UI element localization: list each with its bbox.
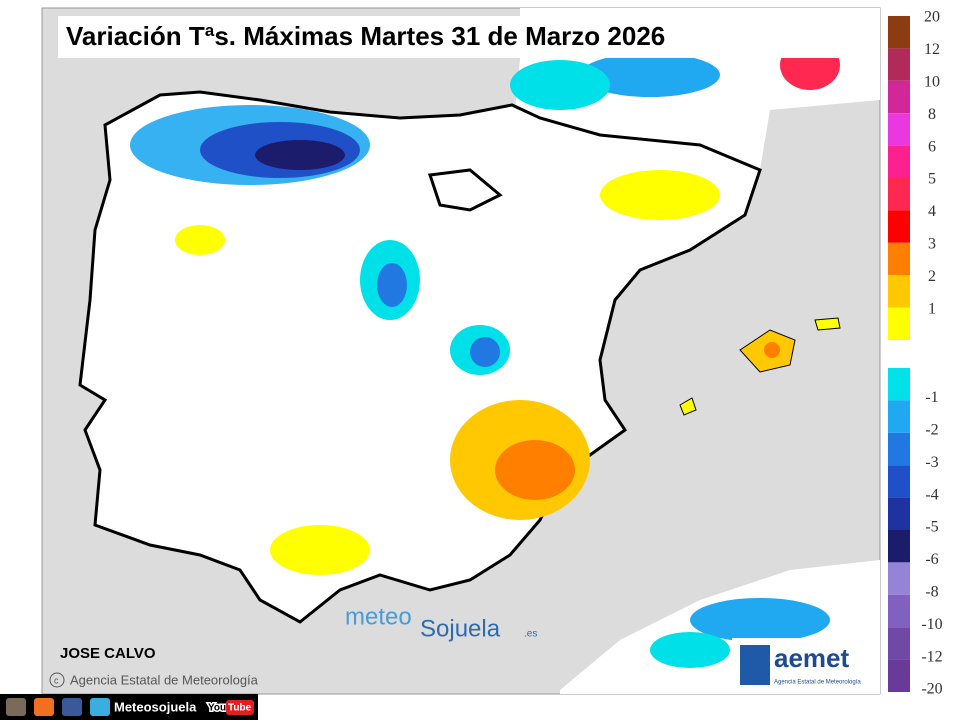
legend-swatch [888, 400, 910, 433]
legend-label: 6 [928, 138, 936, 155]
aemet-icon [740, 645, 770, 685]
legend-label: -4 [925, 486, 938, 503]
legend-swatch [888, 627, 910, 660]
legend-swatch [888, 432, 910, 466]
warm-area [175, 225, 225, 255]
menorca [814, 317, 841, 331]
legend-label: -1 [925, 389, 938, 406]
legend-label: 10 [924, 73, 940, 90]
legend-label: -3 [925, 454, 938, 471]
title-box [58, 16, 870, 58]
cold-area [510, 60, 610, 110]
legend-swatch [888, 562, 910, 595]
la-rioja [427, 168, 503, 212]
legend-label: 12 [924, 41, 940, 58]
legend-swatch [888, 530, 910, 563]
legend-label: 4 [928, 203, 936, 220]
facebook-icon [62, 698, 82, 716]
copyright-icon [49, 672, 65, 688]
cold-area [470, 337, 500, 367]
legend-label: -12 [921, 648, 942, 665]
legend-swatch [888, 307, 910, 340]
blogger-icon [34, 698, 54, 716]
legend-swatch [888, 242, 910, 276]
legend-label: -6 [925, 551, 938, 568]
legend-label: -20 [921, 681, 942, 698]
legend-label: 20 [924, 9, 940, 26]
warm-area [495, 440, 575, 500]
legend-label: -8 [925, 583, 938, 600]
legend-swatch [888, 368, 910, 401]
copyright-text: Agencia Estatal de Meteorología [70, 672, 259, 687]
aemet-name: aemet [774, 643, 849, 673]
cold-area [580, 53, 720, 97]
cold-area [377, 263, 407, 307]
legend-swatch [888, 16, 910, 49]
legend-swatch [888, 594, 910, 628]
watermark-first: meteo [345, 603, 412, 630]
legend-label: -10 [921, 616, 942, 633]
legend-label: 1 [928, 300, 936, 317]
aemet-subtitle: Agencia Estatal de Meteorología [774, 680, 861, 686]
warm-area [600, 170, 720, 220]
youtube-tube: Tube [228, 703, 252, 714]
warm-area [764, 342, 780, 358]
warm-area [270, 525, 370, 575]
legend: 20 12 10 8 6 5 4 3 2 1 -1 -2 -3 -4 -5 -6 -8 -10 -12 -20 [888, 9, 943, 698]
cold-area [690, 598, 830, 642]
legend-swatch [888, 145, 910, 178]
legend-swatch [888, 48, 910, 81]
ibiza [679, 397, 697, 416]
legend-label: 5 [928, 171, 936, 188]
legend-label: 2 [928, 268, 936, 285]
legend-swatch [888, 80, 910, 114]
footer-handle: Meteosojuela [114, 699, 197, 714]
author: JOSE CALVO [60, 645, 156, 662]
legend-swatch [888, 113, 910, 146]
legend-swatch [888, 659, 910, 692]
legend-label: 8 [928, 106, 936, 123]
watermark-second: Sojuela [420, 615, 501, 642]
copyright-c: c [54, 675, 59, 685]
youtube-you: You [208, 703, 226, 714]
twitter-icon [90, 698, 110, 716]
title: Variación Tªs. Máximas Martes 31 de Marz… [66, 21, 665, 51]
cold-area [650, 632, 730, 668]
legend-swatch [888, 497, 910, 530]
legend-swatch [888, 210, 910, 243]
legend-label: -5 [925, 519, 938, 536]
legend-swatch [888, 275, 910, 308]
legend-label: 3 [928, 235, 936, 252]
legend-swatch [888, 178, 910, 211]
instagram-icon [6, 698, 26, 716]
legend-label: -2 [925, 421, 938, 438]
youtube-box [226, 700, 254, 715]
watermark-suffix: .es [524, 629, 537, 640]
cold-area [255, 140, 345, 170]
legend-swatch [888, 465, 910, 498]
